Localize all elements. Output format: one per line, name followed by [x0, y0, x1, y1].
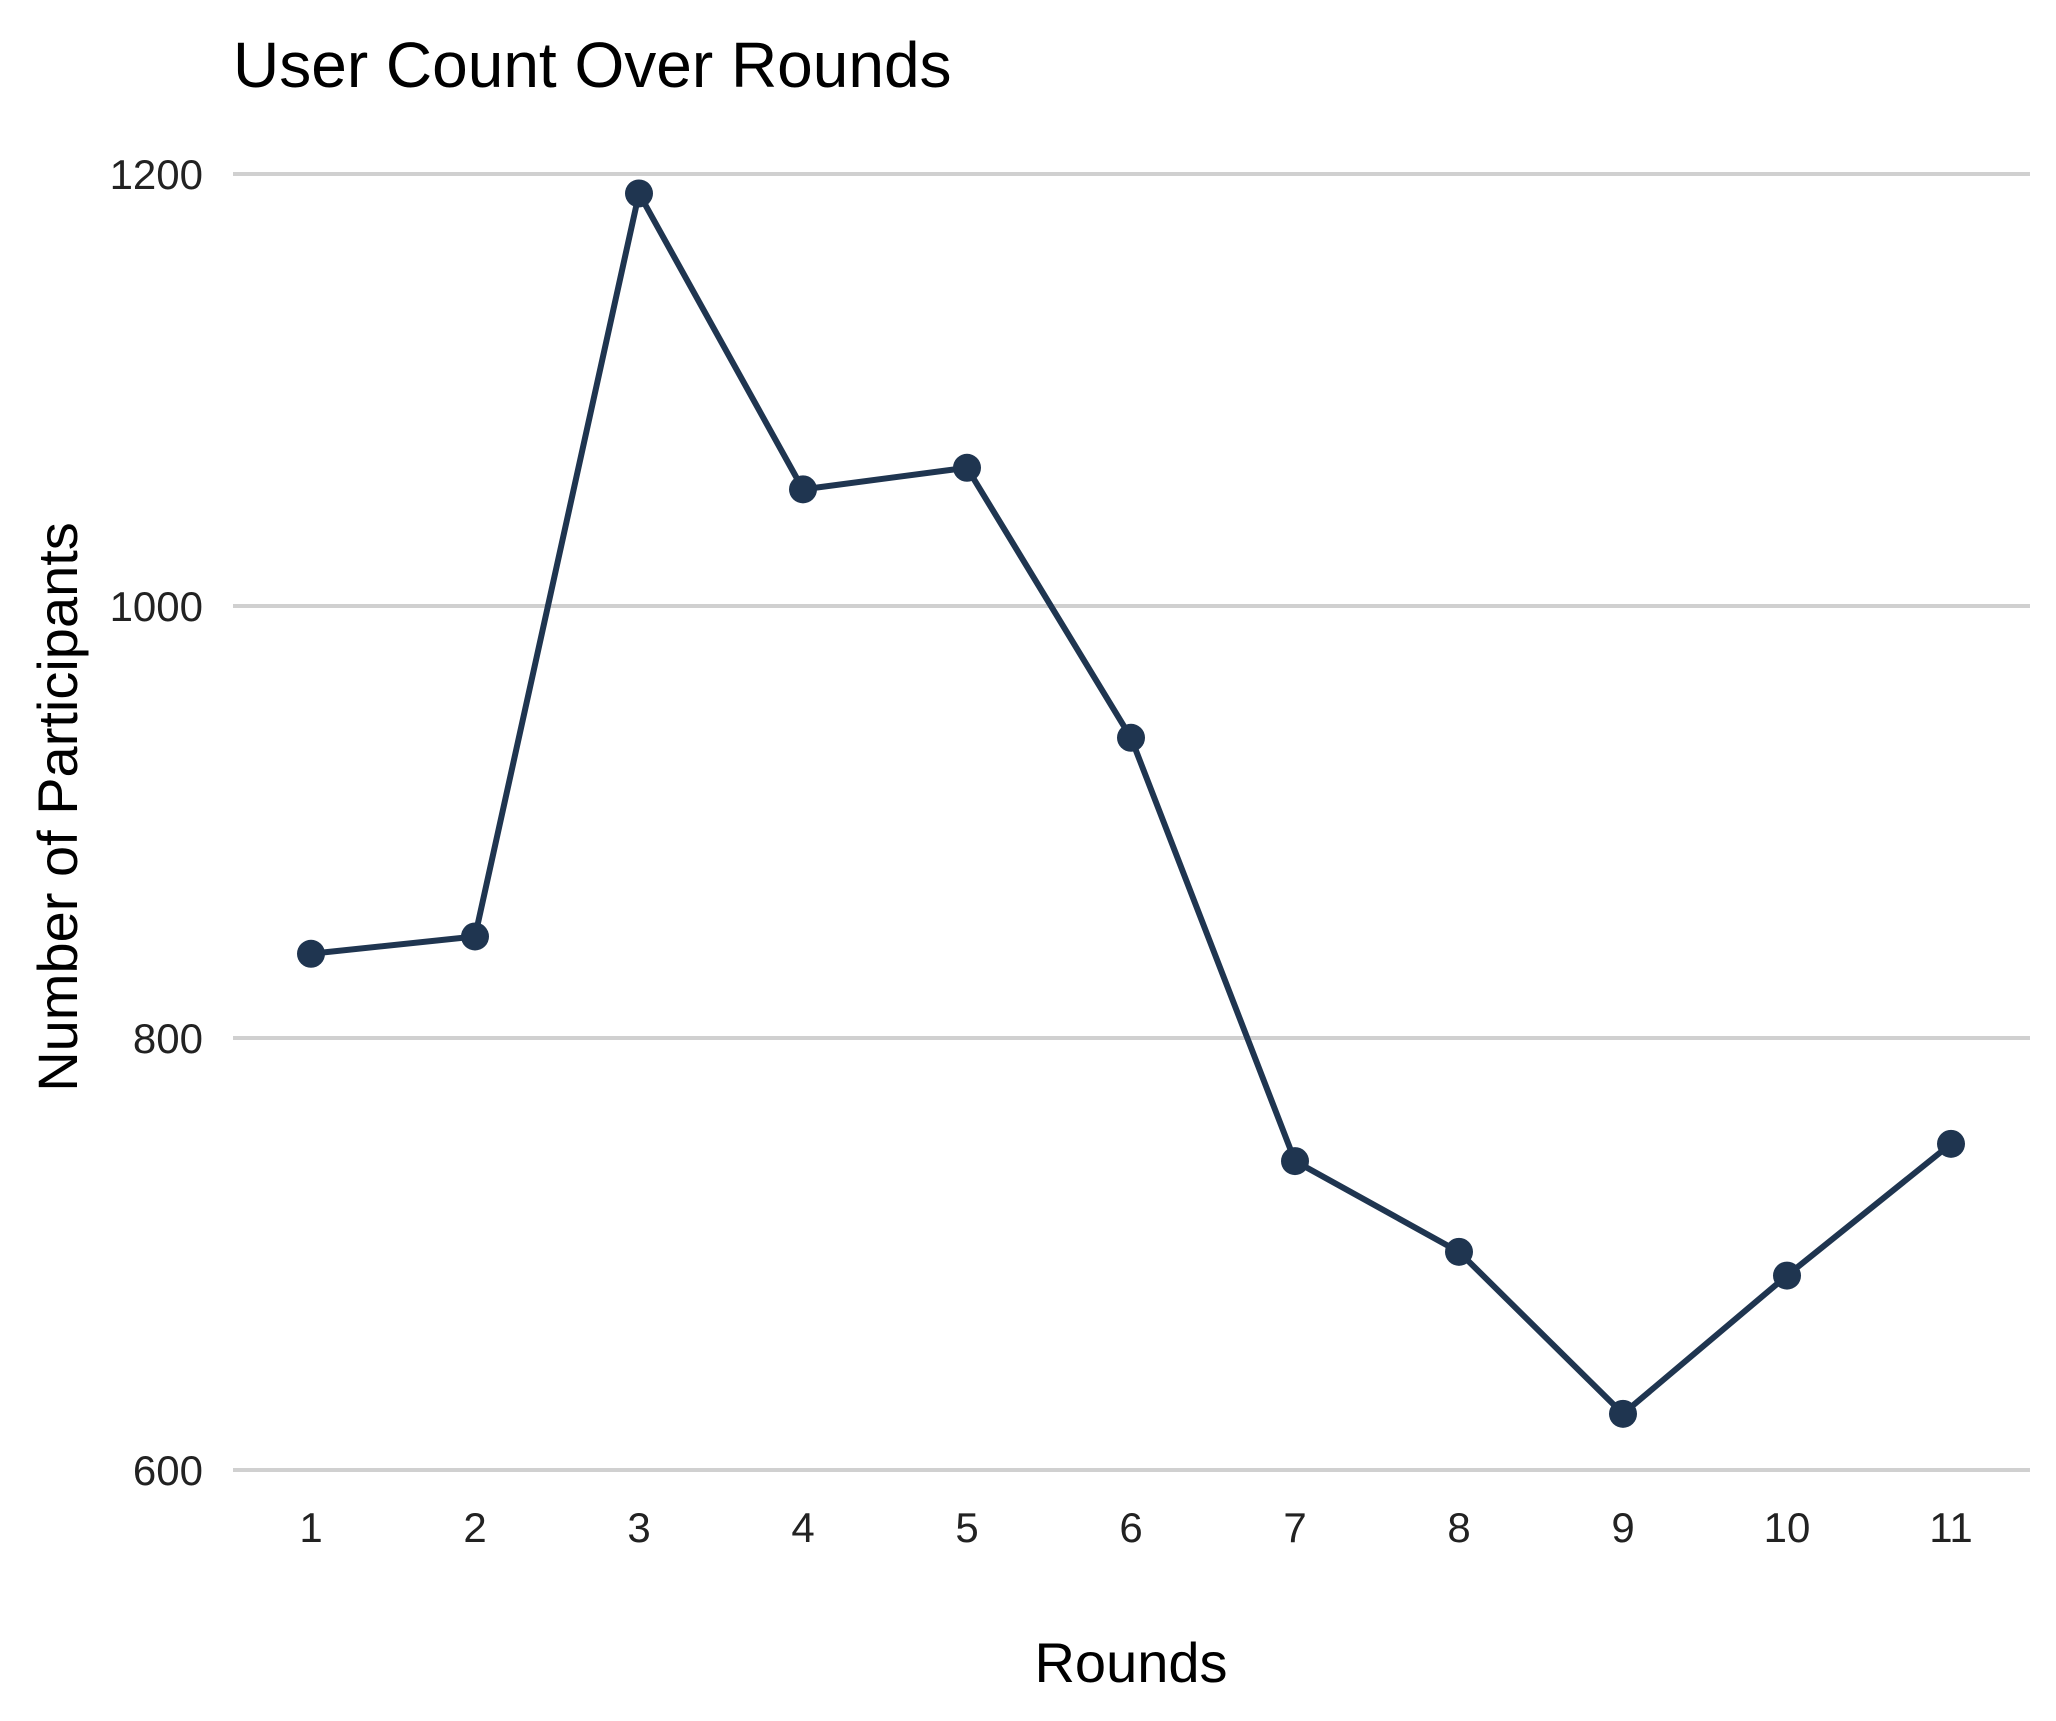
y-axis-label: Number of Participants	[26, 522, 89, 1092]
series-group	[297, 179, 1965, 1428]
data-point	[625, 179, 653, 208]
data-point	[1445, 1237, 1473, 1266]
data-point	[789, 475, 817, 504]
x-tick-label: 4	[791, 1504, 814, 1551]
x-tick-label: 1	[299, 1504, 322, 1551]
y-tick-label: 600	[133, 1447, 203, 1494]
x-tick-label: 10	[1764, 1504, 1811, 1551]
chart-title: User Count Over Rounds	[233, 29, 952, 101]
data-point	[1117, 723, 1145, 752]
gridlines	[233, 172, 2030, 1472]
x-tick-label: 2	[463, 1504, 486, 1551]
x-tick-label: 3	[627, 1504, 650, 1551]
data-point	[297, 939, 325, 968]
y-axis-ticks: 600 800 1000 1200	[110, 151, 203, 1494]
data-point	[1609, 1399, 1637, 1428]
y-tick-label: 1200	[110, 151, 203, 198]
x-axis-ticks: 1 2 3 4 5 6 7 8 9 10 11	[299, 1504, 1972, 1551]
x-axis-label: Rounds	[1034, 1631, 1227, 1694]
x-tick-label: 11	[1929, 1504, 1973, 1551]
data-point	[461, 922, 489, 951]
x-tick-label: 5	[955, 1504, 978, 1551]
series-line	[308, 190, 1954, 1417]
x-tick-label: 9	[1611, 1504, 1634, 1551]
y-tick-label: 1000	[110, 583, 203, 630]
y-tick-label: 800	[133, 1015, 203, 1062]
x-tick-label: 7	[1283, 1504, 1306, 1551]
data-point	[1937, 1129, 1965, 1158]
data-point	[953, 453, 981, 482]
x-tick-label: 6	[1119, 1504, 1142, 1551]
data-point	[1773, 1261, 1801, 1290]
data-point	[1281, 1147, 1309, 1176]
x-tick-label: 8	[1447, 1504, 1470, 1551]
